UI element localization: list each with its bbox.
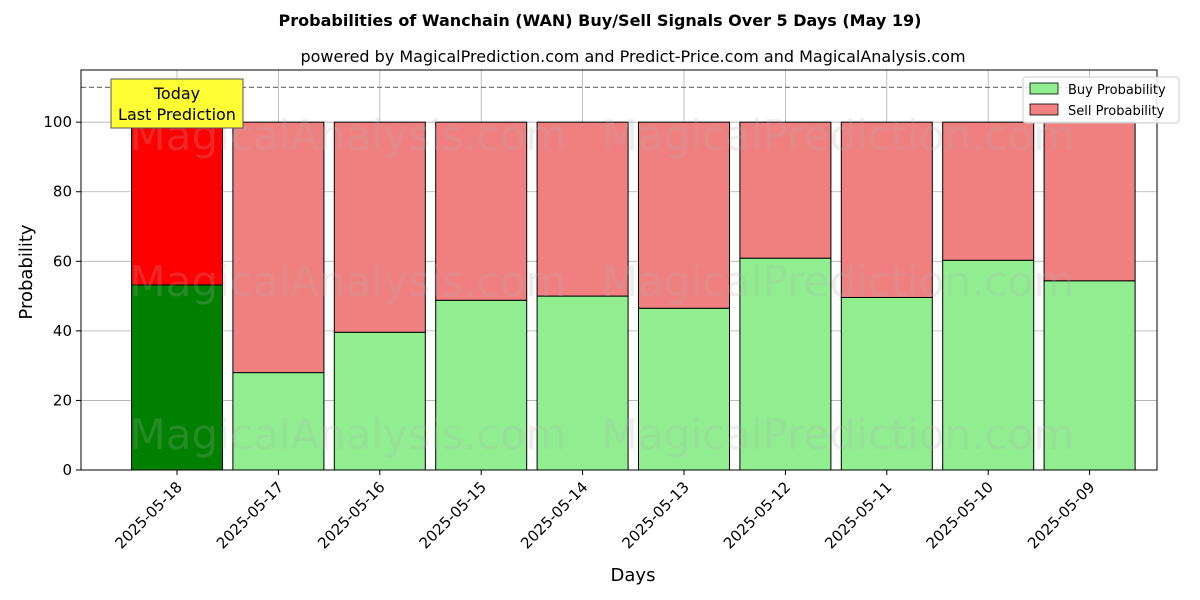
chart-subtitle: powered by MagicalPrediction.com and Pre…: [300, 47, 965, 66]
legend-label: Buy Probability: [1068, 83, 1166, 98]
chart-title: Probabilities of Wanchain (WAN) Buy/Sell…: [279, 11, 922, 30]
legend-swatch: [1029, 103, 1059, 116]
buy-bar: [131, 284, 223, 471]
x-tick-label: 2025-05-14: [517, 478, 591, 552]
x-tick-label: 2025-05-16: [314, 478, 388, 552]
legend-swatch: [1029, 82, 1059, 95]
y-tick-label: 100: [43, 113, 72, 131]
x-tick-label: 2025-05-12: [720, 478, 794, 552]
annotation-line: Today: [153, 84, 200, 103]
sell-bar: [739, 121, 832, 259]
watermark-text: MagicalPrediction.com: [602, 257, 1075, 306]
sell-bar: [333, 121, 426, 333]
x-axis-ticks: 2025-05-18 2025-05-17 2025-05-16 2025-05-15…: [111, 470, 1098, 552]
y-tick-label: 20: [53, 391, 72, 409]
buy-bar: [739, 257, 832, 471]
y-axis-label: Probability: [16, 224, 37, 319]
y-tick-label: 0: [62, 461, 72, 479]
x-tick-label: 2025-05-15: [416, 478, 490, 552]
legend-box: [1022, 76, 1180, 124]
sell-bar: [1043, 121, 1136, 282]
watermark-text: MagicalAnalysis.com: [130, 257, 567, 306]
x-tick-label: 2025-05-11: [821, 478, 895, 552]
sell-bar: [942, 121, 1035, 261]
buy-bar: [942, 259, 1035, 471]
annotation-box: [110, 78, 244, 129]
y-tick-label: 60: [53, 252, 72, 270]
buy-bar: [1043, 280, 1136, 471]
sell-bar: [435, 121, 528, 301]
x-tick-label: 2025-05-10: [923, 478, 997, 552]
buy-bar: [435, 299, 528, 471]
buy-bar: [536, 295, 629, 471]
sell-bar: [638, 121, 730, 309]
legend: Buy Probability Sell Probability: [1022, 76, 1180, 124]
x-tick-label: 2025-05-09: [1024, 478, 1098, 552]
buy-bar: [840, 296, 933, 471]
buy-bar: [638, 307, 730, 471]
watermark-text: MagicalPrediction.com: [602, 111, 1075, 160]
sell-bar: [840, 121, 933, 298]
today-annotation: Today Last Prediction: [110, 78, 244, 129]
sell-bar: [232, 121, 325, 374]
bars: [131, 121, 1136, 471]
y-tick-label: 80: [53, 183, 72, 201]
x-tick-label: 2025-05-17: [213, 478, 287, 552]
sell-bar: [536, 121, 629, 297]
y-tick-label: 40: [53, 322, 72, 340]
x-tick-label: 2025-05-18: [111, 478, 185, 552]
plot-frame: [80, 69, 1158, 471]
x-tick-label: 2025-05-13: [618, 478, 692, 552]
annotation-line: Last Prediction: [118, 105, 236, 124]
watermark-text: MagicalAnalysis.com: [130, 410, 567, 459]
buy-bar: [333, 331, 426, 471]
sell-bar: [131, 121, 223, 286]
legend-label: Sell Probability: [1068, 104, 1165, 119]
x-axis-label: Days: [611, 565, 656, 586]
watermark-text: MagicalPrediction.com: [602, 410, 1075, 459]
y-axis-ticks: 0 20 40 60 80 100: [43, 113, 81, 479]
